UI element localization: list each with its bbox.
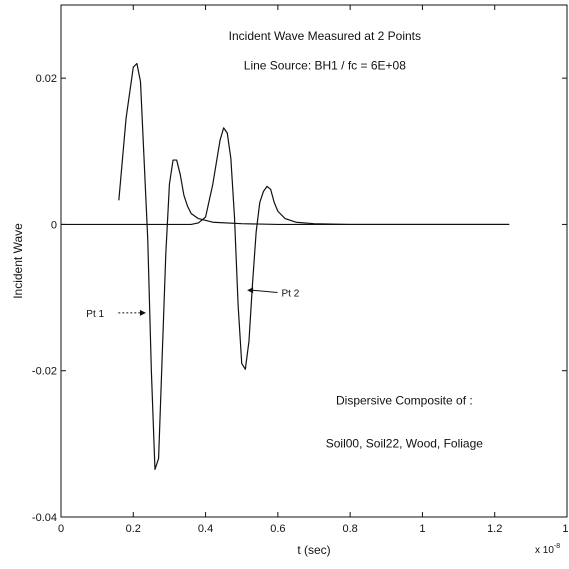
x-exponent-power: -8 [554, 543, 560, 550]
plot-area [60, 4, 568, 518]
arrowhead [247, 287, 254, 294]
x-tick-label: 0.8 [342, 523, 357, 535]
series-lines [61, 62, 510, 471]
series-line-2 [61, 127, 510, 370]
series-label-arrow-line [252, 289, 278, 293]
y-tick-label: 0 [51, 219, 57, 231]
y-tick-label: -0.04 [32, 512, 57, 524]
y-tick-label: 0.02 [36, 73, 57, 85]
annotation-text: Line Source: BH1 / fc = 6E+08 [244, 58, 406, 72]
axis-ticks: 0 0.2 0.4 0.6 0.8 1 1.2 1. -0.04 -0.02 0 0.02 [32, 5, 569, 535]
annotation-text: Dispersive Composite of : [336, 393, 473, 407]
x-axis-label: t (sec) [297, 543, 330, 557]
y-tick-label: -0.02 [32, 366, 57, 378]
x-exponent-label: x 10-8 [535, 543, 560, 556]
arrowhead [139, 309, 146, 316]
annotation-text: Incident Wave Measured at 2 Points [229, 29, 421, 43]
series-label: Pt 1 [86, 309, 104, 320]
series-label: Pt 2 [281, 288, 299, 299]
x-tick-label: 0.6 [270, 523, 285, 535]
y-axis-label: Incident Wave [11, 223, 25, 299]
x-tick-label: 1 [419, 523, 425, 535]
x-exponent-base: x 10 [535, 545, 554, 556]
x-tick-label: 1.2 [487, 523, 502, 535]
annotations: Incident Wave Measured at 2 Points Line S… [86, 29, 483, 450]
x-tick-label: 0.4 [198, 523, 213, 535]
x-tick-label: 1. [562, 523, 569, 535]
x-tick-label: 0.2 [126, 523, 141, 535]
x-tick-label: 0 [58, 523, 64, 535]
annotation-text: Soil00, Soil22, Wood, Foliage [326, 437, 484, 451]
